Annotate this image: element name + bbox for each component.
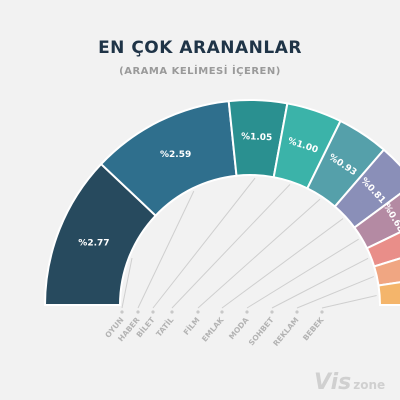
- leader-line-reklam: [296, 276, 374, 309]
- category-label-bebek: BEBEK: [301, 315, 326, 343]
- logo-vis-text: Vis: [314, 370, 352, 395]
- leader-line-bilet: [152, 177, 256, 309]
- value-label-haber: %2.59: [160, 150, 191, 160]
- leader-dot-sohbet: [270, 310, 274, 314]
- leader-dot-moda: [245, 310, 249, 314]
- leader-line-bebek: [321, 294, 377, 309]
- category-label-moda: MODA: [227, 315, 251, 341]
- leader-dot-reklam: [295, 310, 299, 314]
- leader-dot-emlak: [220, 310, 224, 314]
- leader-dot-film: [196, 310, 200, 314]
- category-label-emlak: EMLAK: [200, 315, 226, 344]
- leader-line-oyun: [121, 257, 133, 309]
- chart-subtitle: (ARAMA KELİMESİ İÇEREN): [119, 66, 281, 77]
- category-label-tatil: TATİL: [154, 315, 175, 338]
- value-label-bilet: %1.05: [241, 132, 273, 143]
- chart-title: EN ÇOK ARANANLAR: [98, 38, 302, 58]
- slice-bebek: [377, 281, 400, 306]
- logo-zone-text: zone: [353, 378, 386, 392]
- leader-dot-bebek: [320, 310, 324, 314]
- viszone-logo: Vis zone: [314, 370, 385, 395]
- leader-dot-tatil: [170, 310, 174, 314]
- category-label-reklam: REKLAM: [271, 316, 300, 348]
- leader-line-haber: [137, 190, 195, 309]
- category-label-film: FİLM: [182, 316, 202, 337]
- value-label-oyun: %2.77: [78, 238, 109, 248]
- leader-line-tatil: [171, 184, 291, 309]
- leader-dot-haber: [136, 310, 140, 314]
- leader-line-moda: [246, 238, 359, 309]
- leader-line-film: [197, 198, 321, 309]
- leader-dot-bilet: [151, 310, 155, 314]
- leader-dot-oyun: [120, 310, 124, 314]
- leader-line-sohbet: [271, 257, 369, 309]
- leader-line-emlak: [221, 218, 344, 309]
